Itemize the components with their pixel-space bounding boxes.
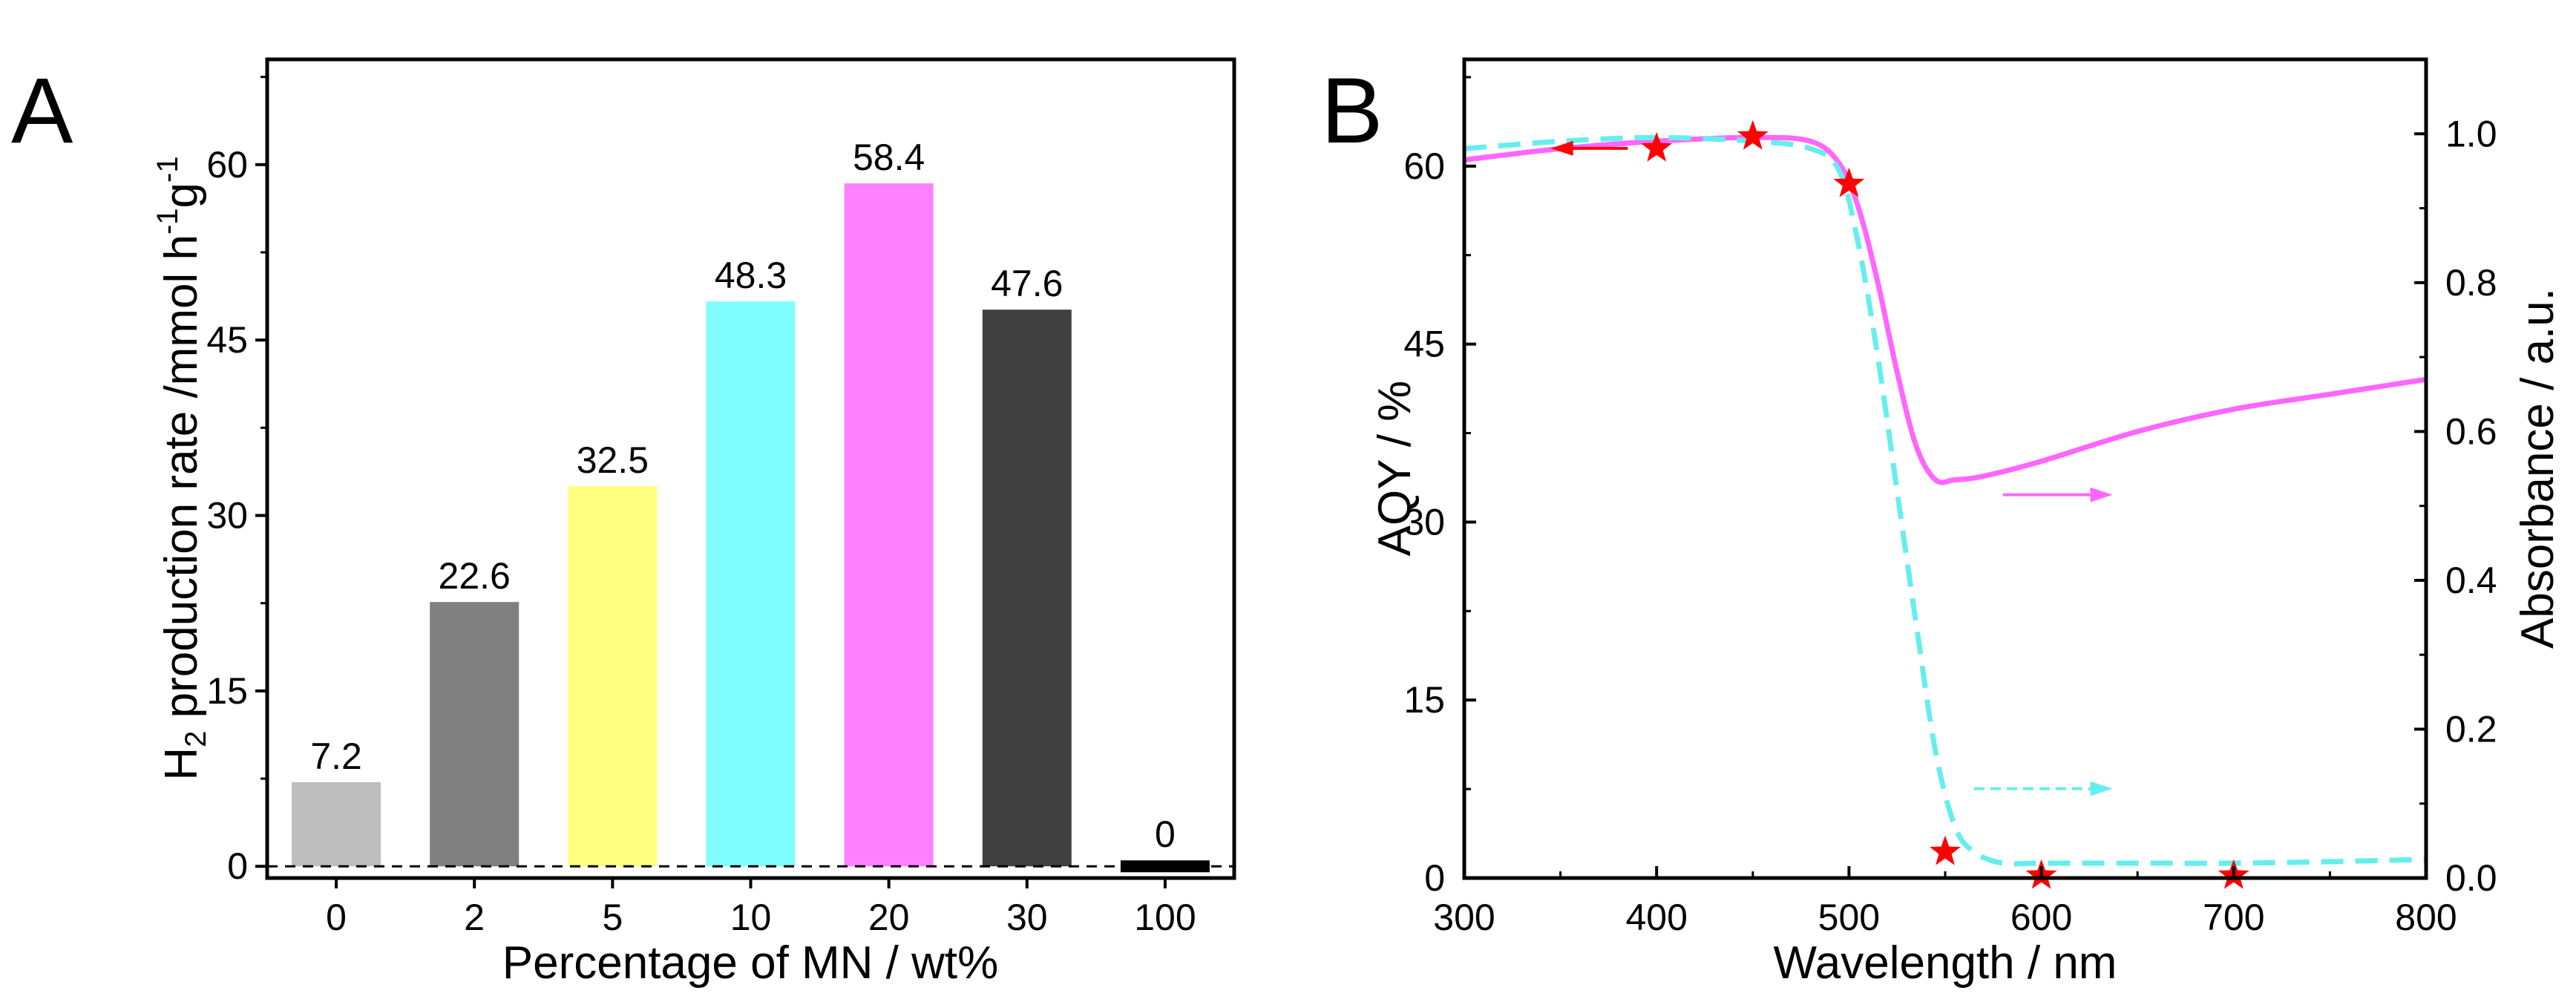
panel-a-y-axis-ticks: 0 15 30 45 60 — [206, 76, 267, 887]
y-tick-label-15: 15 — [206, 670, 248, 712]
panel-a-bar-labels: 7.2 22.6 32.5 48.3 58.4 47.6 0 — [310, 137, 1176, 855]
panel-b-series — [1464, 134, 2427, 867]
panel-a-x-axis-ticks: 0 2 5 10 20 30 100 — [326, 878, 1196, 938]
panel-b-letter: B — [1321, 59, 1383, 163]
y-tick-label-45: 45 — [1403, 324, 1445, 365]
x-tick-label-800: 800 — [2395, 897, 2457, 938]
y-title-sup1: -1 — [151, 208, 184, 235]
y-tick-label-45: 45 — [206, 319, 248, 361]
bar-value-label-2: 22.6 — [439, 555, 511, 597]
panel-b-right-y-axis-title: Absorbance / a.u. — [2512, 288, 2563, 649]
x-tick-label-100: 100 — [1134, 897, 1196, 938]
panel-b-plot-frame — [1462, 57, 2428, 880]
y-title-h: H — [156, 747, 207, 781]
y-title-main: production rate /mmol h — [156, 235, 207, 731]
y-title-g: g — [156, 183, 207, 208]
panel-a-x-axis-title: Percentage of MN / wt% — [502, 937, 999, 989]
y-tick-label-15: 15 — [1403, 679, 1445, 721]
axis-indicator-arrowhead-0 — [1550, 140, 1573, 156]
x-tick-label-2: 2 — [464, 897, 485, 938]
panel-b-aqy-points — [1641, 119, 2249, 889]
x-tick-label-700: 700 — [2203, 897, 2264, 938]
y-title-sup2: -1 — [151, 156, 184, 183]
panel-a-bar-chart: A 7.2 22.6 32.5 48.3 58.4 47.6 0 0 15 30 45 60 0 2 5… — [11, 57, 1236, 989]
x-tick-label-0: 0 — [326, 897, 347, 938]
x-tick-label-5: 5 — [602, 897, 623, 938]
bar-value-label-100: 0 — [1155, 813, 1176, 855]
aqy-star-point-550 — [1930, 835, 1961, 865]
y2-tick-label-0.2: 0.2 — [2445, 708, 2497, 750]
panel-b-left-y-axis-title: AQY / % — [1369, 381, 1420, 557]
y-tick-label-60: 60 — [1403, 145, 1445, 187]
x-tick-label-300: 300 — [1433, 897, 1495, 938]
x-tick-label-10: 10 — [730, 897, 772, 938]
x-tick-label-20: 20 — [868, 897, 910, 938]
y2-tick-label-0.6: 0.6 — [2445, 410, 2497, 452]
panel-b-x-axis-ticks: 300 400 500 600 700 800 — [1433, 866, 2457, 938]
y-tick-label-0: 0 — [1424, 857, 1445, 899]
y2-tick-label-0.0: 0.0 — [2445, 857, 2497, 899]
bar-2 — [430, 602, 520, 867]
axis-indicator-arrowhead-1 — [2090, 487, 2113, 502]
bar-5 — [568, 486, 658, 867]
y2-tick-label-1.0: 1.0 — [2445, 113, 2497, 154]
x-tick-label-600: 600 — [2010, 897, 2072, 938]
panel-a-letter: A — [11, 59, 73, 163]
y2-tick-label-0.4: 0.4 — [2445, 560, 2497, 601]
x-tick-label-500: 500 — [1818, 897, 1880, 938]
y-tick-label-30: 30 — [1403, 501, 1445, 543]
bar-value-label-30: 47.6 — [991, 263, 1063, 304]
axis-indicator-arrowhead-2 — [2090, 781, 2113, 796]
aqy-star-point-500 — [1833, 167, 1865, 197]
absorbance-curve-solid — [1464, 134, 2427, 485]
bar-value-label-10: 48.3 — [715, 255, 787, 296]
panel-a-bars — [292, 183, 1210, 873]
x-tick-label-30: 30 — [1006, 897, 1048, 938]
y2-tick-label-0.8: 0.8 — [2445, 262, 2497, 304]
bar-30 — [982, 309, 1072, 867]
aqy-star-point-450 — [1737, 119, 1769, 150]
y-title-sub: 2 — [180, 731, 212, 747]
panel-b-arrows — [1550, 140, 2113, 796]
absorbance-curve-dashed — [1464, 134, 2427, 867]
bar-value-label-20: 58.4 — [853, 137, 925, 178]
bar-0 — [292, 782, 381, 867]
y-tick-label-0: 0 — [227, 845, 248, 887]
y-tick-label-60: 60 — [206, 144, 248, 186]
bar-value-label-0: 7.2 — [310, 736, 362, 777]
panel-b-left-y-axis-ticks: 0 15 30 45 60 — [1403, 76, 1476, 899]
bar-20 — [844, 183, 934, 867]
y-tick-label-30: 30 — [206, 495, 248, 537]
x-tick-label-400: 400 — [1625, 897, 1687, 938]
panel-b-right-y-axis-ticks: 0.0 0.2 0.4 0.6 0.8 1.0 — [2414, 113, 2497, 899]
aqy-star-point-400 — [1641, 131, 1673, 162]
bar-value-label-5: 32.5 — [577, 439, 649, 481]
panel-b-line-chart: B 0 15 30 45 60 0.0 0.2 0.4 0.6 0.8 1.0 300 400 500… — [1321, 57, 2563, 989]
panel-b-x-axis-title: Wavelength / nm — [1774, 937, 2117, 989]
panel-a-y-axis-title: H2 production rate /mmol h-1g-1 — [151, 156, 212, 780]
bar-10 — [706, 301, 796, 867]
